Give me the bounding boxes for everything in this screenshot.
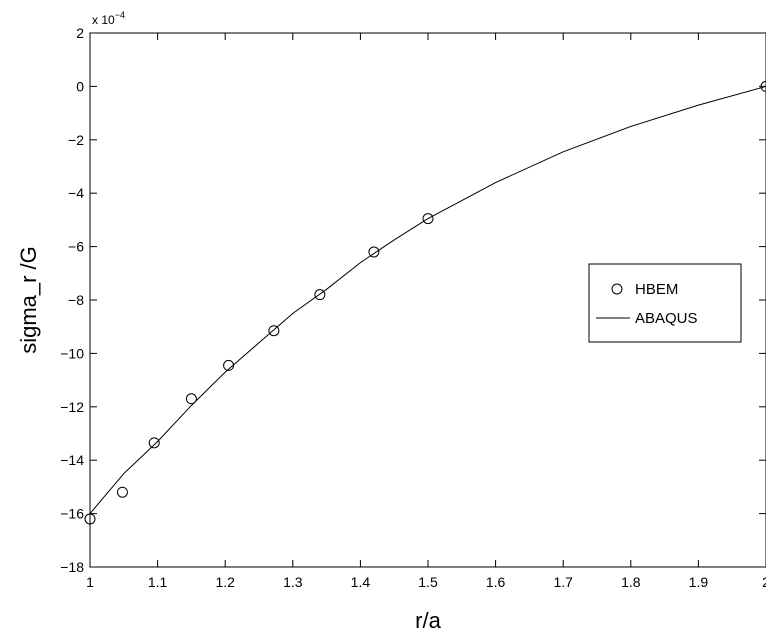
series-layer <box>84 80 766 525</box>
x-tick-label: 1.3 <box>283 574 303 590</box>
y-multiplier-label: x 10−4 <box>92 10 125 27</box>
x-tick-label: 1 <box>86 574 94 590</box>
y-tick-label: −16 <box>60 506 84 522</box>
data-point-hbem <box>422 213 434 225</box>
y-tick-label: −4 <box>68 185 84 201</box>
y-axis: 2 0 −2 −4 −6 −8 −10 −12 −14 −16 −18 <box>60 25 766 575</box>
y-tick-label: 2 <box>76 25 84 41</box>
x-tick-label: 1.1 <box>148 574 168 590</box>
data-point-hbem <box>368 246 380 258</box>
x-tick-label: 1.8 <box>621 574 641 590</box>
x-tick-label: 1.4 <box>351 574 371 590</box>
x-tick-label: 1.6 <box>486 574 506 590</box>
legend-label-hbem: HBEM <box>635 281 678 298</box>
data-point-hbem <box>116 486 128 498</box>
x-tick-label: 1.7 <box>553 574 573 590</box>
y-tick-label: −18 <box>60 559 84 575</box>
x-axis-label: r/a <box>415 608 441 633</box>
x-tick-label: 1.2 <box>215 574 235 590</box>
data-point-hbem <box>314 289 326 301</box>
x-tick-label: 1.5 <box>418 574 438 590</box>
x-axis: 1 1.1 1.2 1.3 1.4 1.5 1.6 1.7 1.8 1.9 2 <box>86 33 766 590</box>
y-tick-label: −14 <box>60 452 84 468</box>
x-tick-label: 2 <box>762 574 766 590</box>
legend: HBEM ABAQUS <box>588 263 742 343</box>
y-tick-label: −12 <box>60 399 84 415</box>
x-tick-label: 1.9 <box>689 574 709 590</box>
legend-box <box>588 263 742 343</box>
data-point-hbem <box>185 393 197 405</box>
series-line-abaqus <box>89 85 766 514</box>
data-point-hbem <box>84 513 96 525</box>
data-point-hbem <box>268 325 280 337</box>
y-tick-label: −6 <box>68 239 84 255</box>
legend-marker-hbem <box>611 283 623 295</box>
y-tick-label: −10 <box>60 345 84 361</box>
y-axis-label: sigma_r /G <box>16 246 41 354</box>
y-tick-label: −2 <box>68 132 84 148</box>
y-tick-label: 0 <box>76 78 84 94</box>
legend-label-abaqus: ABAQUS <box>635 310 698 327</box>
y-tick-label: −8 <box>68 292 84 308</box>
data-point-hbem <box>760 80 766 92</box>
data-point-hbem <box>148 437 160 449</box>
